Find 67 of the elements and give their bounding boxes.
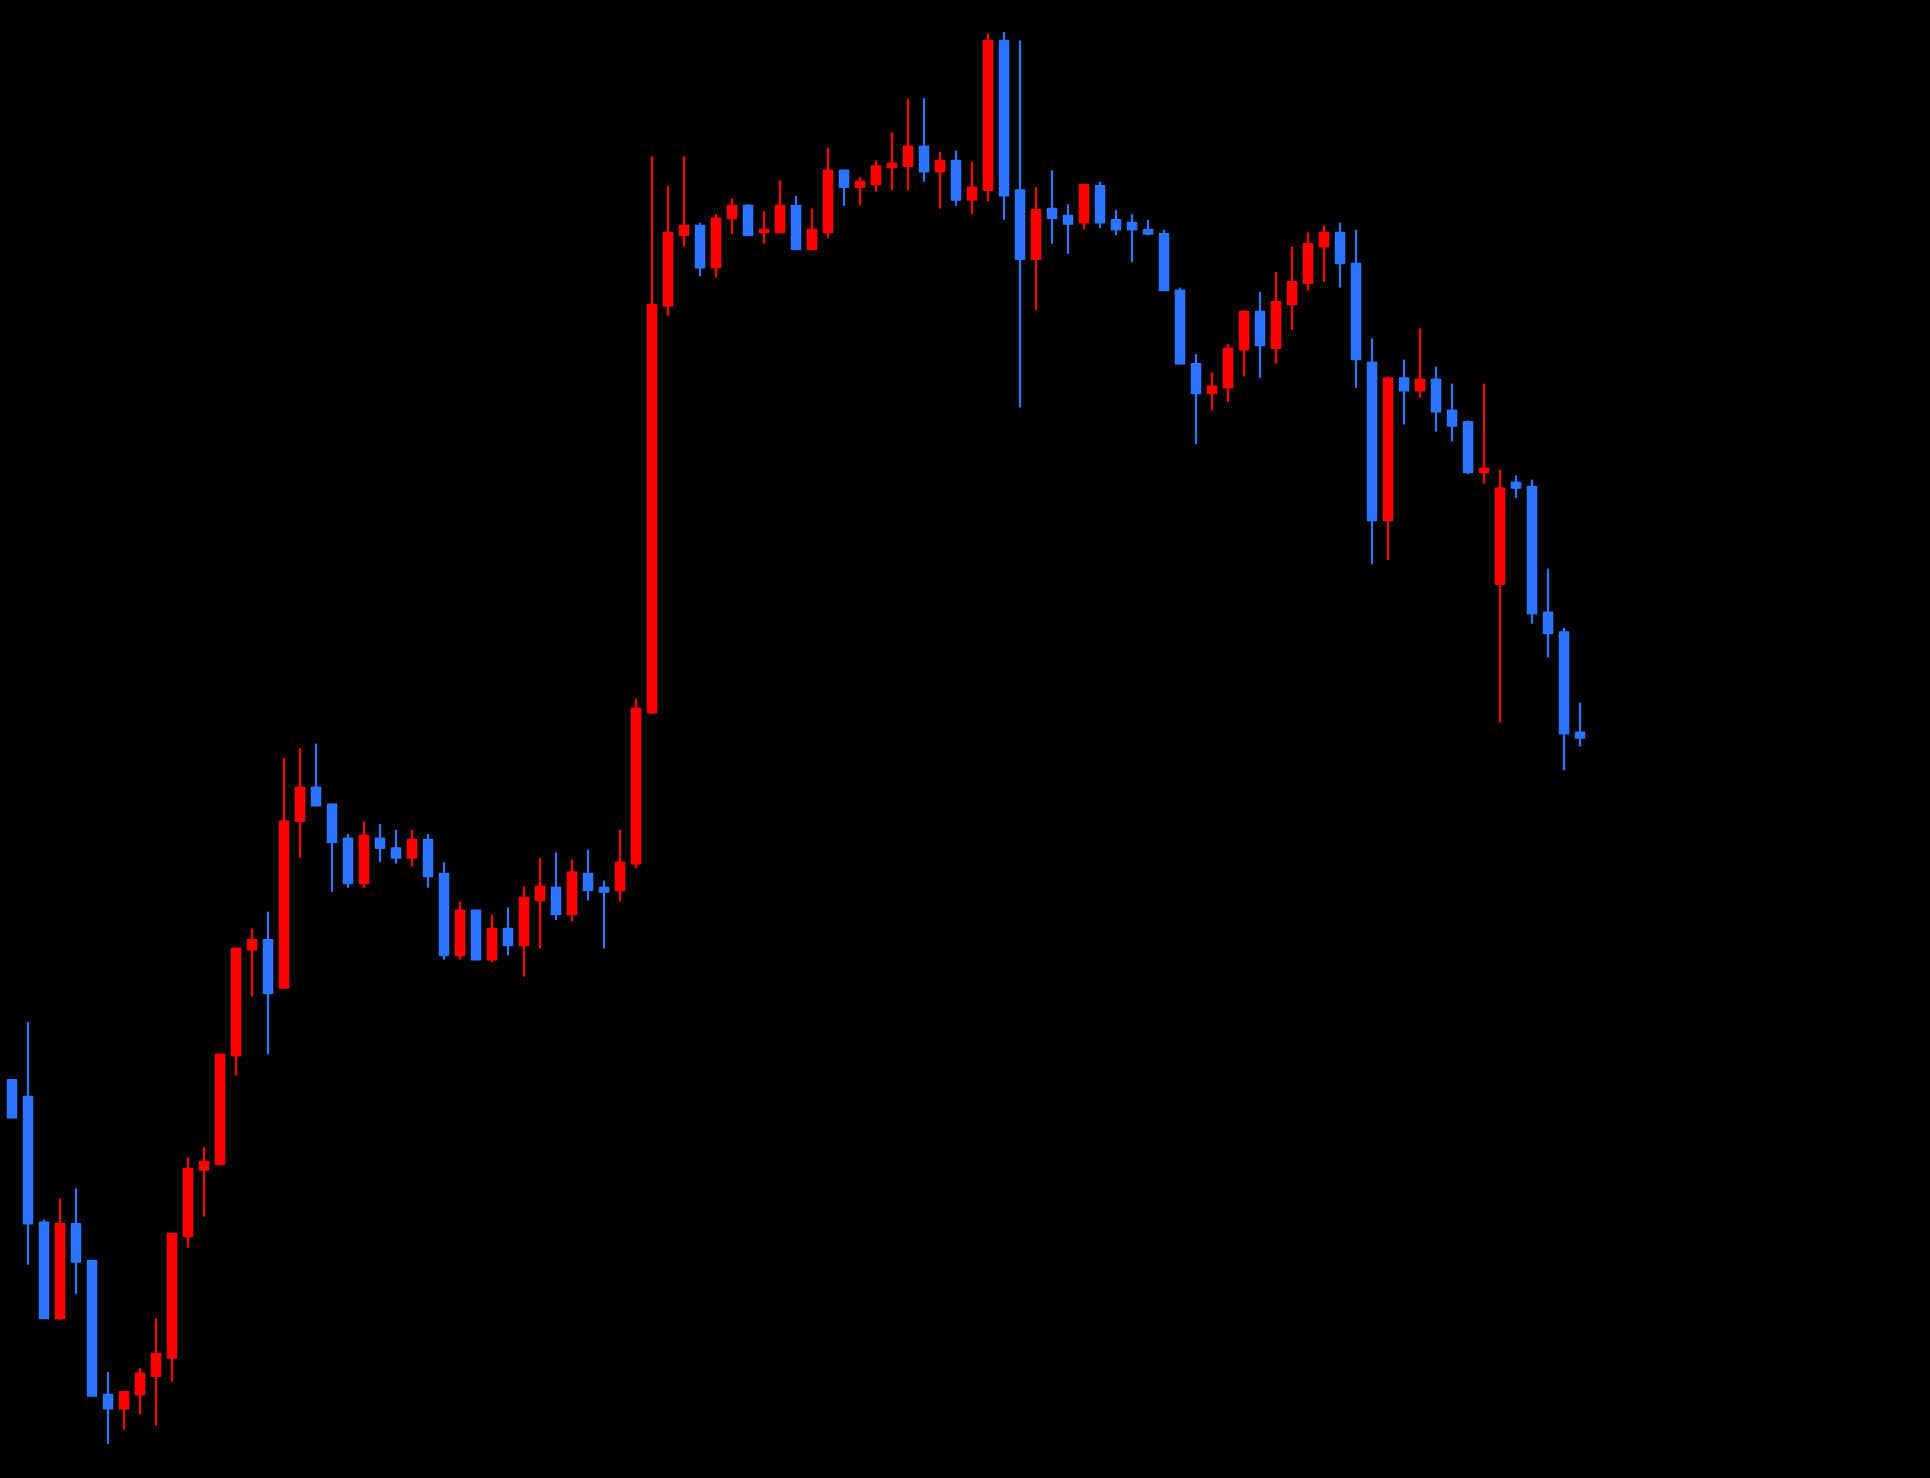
candlestick bbox=[1430, 365, 1442, 433]
candlestick bbox=[950, 149, 962, 207]
candlestick bbox=[614, 828, 626, 903]
candlestick bbox=[1510, 474, 1522, 500]
candlestick bbox=[294, 746, 306, 860]
candlestick bbox=[758, 210, 770, 245]
candlestick bbox=[1334, 221, 1346, 289]
candlestick bbox=[102, 1370, 114, 1446]
candlestick bbox=[1286, 245, 1298, 332]
candlestick bbox=[934, 150, 946, 210]
candlestick bbox=[486, 913, 498, 964]
candlestick bbox=[1478, 382, 1490, 485]
candlestick bbox=[390, 828, 402, 865]
candlestick bbox=[1542, 567, 1554, 659]
candlestick bbox=[374, 823, 386, 864]
candlestick bbox=[854, 176, 866, 207]
candlestick bbox=[422, 832, 434, 889]
candlestick bbox=[310, 742, 322, 807]
candlestick bbox=[902, 97, 914, 192]
candlestick bbox=[1254, 290, 1266, 380]
candlestick bbox=[790, 194, 802, 251]
candlestick bbox=[342, 832, 354, 889]
candlestick bbox=[566, 858, 578, 923]
candlestick bbox=[678, 155, 690, 248]
candlestick bbox=[1398, 358, 1410, 426]
candlestick bbox=[870, 159, 882, 193]
candlestick bbox=[966, 160, 978, 216]
candlestick bbox=[742, 203, 754, 237]
candlestick bbox=[1574, 701, 1586, 748]
candlestick bbox=[150, 1317, 162, 1427]
candlestick bbox=[70, 1187, 82, 1296]
candlestick bbox=[694, 221, 706, 278]
candlestick bbox=[534, 856, 546, 950]
candlestick bbox=[326, 803, 338, 893]
candlestick bbox=[1222, 342, 1234, 404]
candlestick bbox=[582, 848, 594, 902]
candlestick bbox=[1414, 327, 1426, 399]
candlestick bbox=[918, 97, 930, 183]
candlestick bbox=[118, 1390, 130, 1431]
candlestick bbox=[1078, 183, 1090, 231]
candlestick bbox=[454, 900, 466, 961]
candlestick bbox=[1302, 231, 1314, 292]
candlestick bbox=[198, 1146, 210, 1218]
candlestick bbox=[406, 828, 418, 868]
candlestick bbox=[6, 1078, 18, 1119]
candlestick bbox=[1238, 309, 1250, 378]
candlestick bbox=[518, 885, 530, 978]
candlestick bbox=[1094, 180, 1106, 230]
candlestick bbox=[1206, 371, 1218, 412]
candlestick bbox=[550, 851, 562, 922]
candlestick bbox=[134, 1366, 146, 1416]
candlestick bbox=[1062, 203, 1074, 255]
candlestick bbox=[886, 131, 898, 192]
candlestick bbox=[502, 906, 514, 957]
candlestick bbox=[806, 207, 818, 251]
candlestick bbox=[774, 179, 786, 234]
candlestick bbox=[598, 879, 610, 950]
candlestick bbox=[1190, 352, 1202, 446]
candlestick bbox=[1446, 382, 1458, 443]
candlestick bbox=[1110, 208, 1122, 237]
candlestick bbox=[1270, 270, 1282, 365]
candlestick bbox=[1318, 224, 1330, 284]
candlestick bbox=[1126, 213, 1138, 264]
candlestick bbox=[1046, 169, 1058, 245]
candlestick bbox=[246, 927, 258, 998]
candlestick bbox=[838, 169, 850, 207]
candlestick bbox=[726, 197, 738, 235]
